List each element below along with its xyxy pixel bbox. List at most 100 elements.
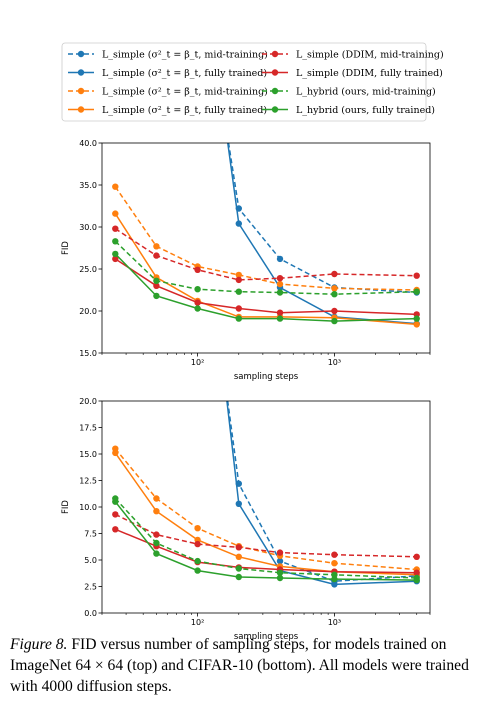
data-point [112, 255, 119, 263]
data-point [153, 495, 160, 502]
y-axis-label: FID [61, 500, 71, 514]
legend-label: L_simple (DDIM, mid-training) [296, 49, 444, 60]
x-tick-label: 10² [191, 358, 204, 367]
data-point [276, 569, 284, 576]
data-point [112, 526, 119, 533]
legend-label: L_hybrid (ours, fully trained) [296, 105, 435, 116]
series-line [226, 401, 417, 582]
data-point [235, 544, 242, 551]
y-axis-label: FID [61, 241, 71, 255]
data-point [194, 286, 201, 293]
chart-cifar10-fid: 0.0 2.5 5.0 7.5 10.0 12.5 15.0 17.5 20.0 10² 10³ sa… [61, 397, 431, 642]
series-line [227, 143, 417, 325]
y-tick-label: 40.0 [79, 139, 97, 148]
data-point [194, 299, 201, 306]
data-point [194, 525, 201, 532]
data-point [235, 220, 242, 227]
data-point [276, 574, 284, 582]
legend: L_simple (σ²_t = β_t, mid-training) L_sim… [61, 42, 444, 122]
y-tick-label: 7.5 [84, 530, 97, 539]
data-point [331, 575, 338, 583]
y-tick-label: 20.0 [79, 307, 97, 316]
data-point [153, 252, 160, 259]
x-tick-label: 10³ [328, 358, 341, 367]
y-tick-label: 35.0 [79, 181, 97, 190]
data-point [112, 449, 119, 457]
data-point [413, 288, 420, 295]
y-tick-label: 2.5 [84, 583, 97, 592]
axes-frame [101, 142, 431, 354]
plot-area [112, 143, 420, 328]
series-line [114, 513, 417, 558]
series-line [226, 401, 417, 586]
legend-marker [271, 50, 279, 58]
y-tick-label: 0.0 [84, 609, 97, 618]
data-point [235, 276, 242, 284]
caption-text: FID versus number of sampling steps, for… [10, 636, 469, 695]
data-point [194, 557, 201, 565]
data-point [194, 567, 201, 574]
data-point [194, 305, 201, 312]
x-tick-label: 10² [191, 618, 204, 627]
data-point [194, 540, 201, 548]
data-point [153, 292, 160, 300]
data-point [112, 511, 119, 518]
data-point [112, 238, 119, 245]
data-point [331, 560, 338, 567]
series-line [114, 497, 417, 579]
y-tick-label: 25.0 [79, 265, 97, 274]
data-point [276, 275, 284, 282]
data-point [112, 498, 119, 505]
data-point [413, 576, 420, 584]
legend-label: L_simple (DDIM, fully trained) [296, 68, 443, 79]
y-tick-label: 10.0 [79, 503, 97, 512]
data-point [153, 243, 160, 250]
x-axis-label: sampling steps [234, 372, 299, 382]
series-line [114, 452, 417, 576]
data-point [153, 282, 160, 289]
y-tick-label: 12.5 [79, 477, 97, 486]
data-point [112, 225, 119, 232]
series-line [114, 228, 417, 281]
data-point [276, 557, 284, 565]
legend-marker [77, 106, 85, 113]
data-point [112, 210, 119, 217]
figure-caption: Figure 8. FID versus number of sampling … [10, 634, 488, 697]
data-point [235, 565, 242, 572]
legend-marker [77, 50, 85, 58]
data-point [413, 321, 420, 328]
data-point [153, 550, 160, 557]
x-tick-label: 10³ [328, 618, 341, 627]
data-point [276, 255, 284, 263]
legend-marker [271, 69, 279, 76]
data-point [331, 551, 338, 558]
data-point [153, 531, 160, 538]
legend-frame [61, 42, 427, 122]
data-point [413, 553, 420, 560]
data-point [153, 508, 160, 515]
plot-area [112, 401, 420, 588]
legend-label: L_simple (σ²_t = β̃_t, fully trained) [102, 105, 267, 116]
y-tick-label: 15.0 [79, 450, 97, 459]
data-point [331, 307, 338, 315]
data-point [331, 317, 338, 325]
data-point [413, 315, 420, 322]
data-point [413, 569, 420, 576]
caption-label: Figure 8. [10, 636, 68, 653]
legend-label: L_simple (σ²_t = β_t, fully trained) [102, 68, 267, 79]
data-point [276, 315, 284, 322]
data-point [235, 305, 242, 312]
y-tick-label: 30.0 [79, 223, 97, 232]
axes-frame [101, 400, 431, 614]
data-point [194, 266, 201, 273]
data-point [153, 277, 160, 284]
legend-label: L_simple (σ²_t = β̃_t, mid-training) [102, 86, 268, 97]
data-point [112, 250, 119, 258]
data-point [153, 539, 160, 547]
series-line [114, 240, 417, 295]
data-point [235, 315, 242, 322]
series-line [114, 213, 417, 326]
data-point [276, 309, 284, 316]
data-point [276, 280, 284, 288]
